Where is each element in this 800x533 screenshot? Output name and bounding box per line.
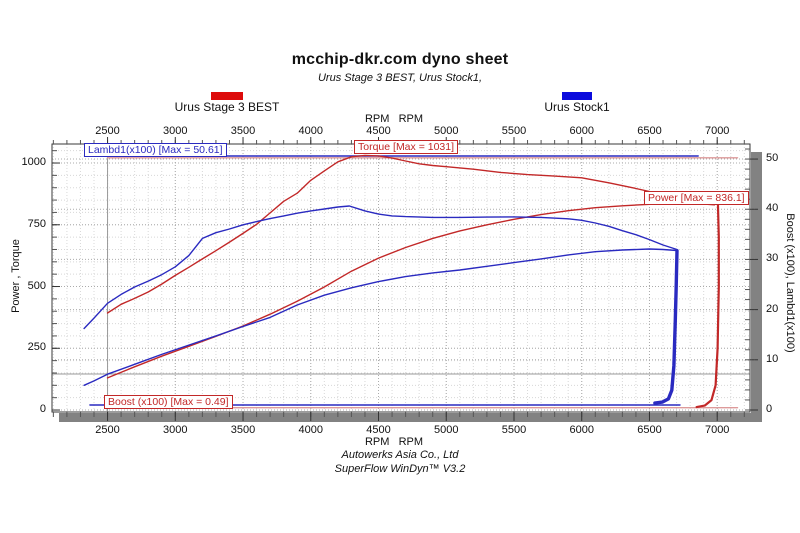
chart-shadow-right bbox=[751, 152, 762, 422]
annotation-lambda-max: Lambd1(x100) [Max = 50.61] bbox=[84, 143, 227, 157]
x-tick-label-bottom: 5000 bbox=[434, 424, 459, 436]
x-tick-label-bottom: 5500 bbox=[501, 424, 527, 436]
x-tick-label-top: 4000 bbox=[298, 125, 323, 137]
x-tick-label-bottom: 6000 bbox=[569, 424, 594, 436]
x-tick-label-bottom: 2500 bbox=[95, 424, 120, 436]
x-tick-label-top: 6500 bbox=[637, 125, 662, 137]
footer-company: Autowerks Asia Co., Ltd bbox=[341, 449, 459, 461]
legend-swatch-stage3 bbox=[211, 92, 243, 100]
y-right-tick-label: 20 bbox=[766, 302, 779, 315]
x-tick-label-top: 7000 bbox=[704, 125, 730, 137]
y-left-tick-label: 250 bbox=[27, 341, 46, 354]
series-power-stage3 bbox=[106, 202, 716, 379]
annotation-torque-max: Torque [Max = 1031] bbox=[354, 140, 459, 154]
axis-ticks bbox=[52, 137, 758, 421]
legend-label-stage3: Urus Stage 3 BEST bbox=[174, 100, 280, 114]
x-tick-label-top: 5000 bbox=[434, 125, 459, 137]
x-tick-label-top: 4500 bbox=[366, 125, 391, 137]
x-axis-unit-bottom: RPM RPM bbox=[364, 436, 424, 448]
page-subtitle: Urus Stage 3 BEST, Urus Stock1, bbox=[317, 72, 483, 84]
cursor-lines bbox=[52, 144, 750, 412]
series-run-end-stock bbox=[653, 248, 679, 405]
x-tick-label-top: 3500 bbox=[230, 125, 256, 137]
chart-shadow-bottom bbox=[59, 413, 762, 422]
y-right-axis-title: Boost (x100), Lambd1(x100) bbox=[784, 213, 796, 353]
y-left-tick-label: 500 bbox=[27, 279, 46, 292]
series-run-end-stage3 bbox=[695, 201, 720, 409]
y-left-tick-label: 750 bbox=[27, 217, 46, 230]
legend-label-stock1: Urus Stock1 bbox=[544, 100, 610, 114]
x-tick-label-bottom: 3500 bbox=[230, 424, 256, 436]
y-right-tick-label: 50 bbox=[766, 152, 779, 165]
annotation-power-max: Power [Max = 836.1] bbox=[644, 191, 749, 205]
legend-swatch-stock1 bbox=[562, 92, 592, 100]
page-title: mcchip-dkr.com dyno sheet bbox=[291, 51, 509, 68]
x-tick-label-top: 5500 bbox=[501, 125, 527, 137]
x-tick-label-bottom: 4500 bbox=[366, 424, 391, 436]
x-tick-label-top: 6000 bbox=[569, 125, 594, 137]
y-right-tick-label: 10 bbox=[766, 352, 779, 365]
series-torque-stock bbox=[83, 205, 678, 330]
x-axis-unit-top: RPM RPM bbox=[364, 113, 424, 125]
y-left-tick-label: 0 bbox=[39, 403, 46, 416]
x-tick-label-bottom: 6500 bbox=[637, 424, 662, 436]
x-tick-label-top: 3000 bbox=[163, 125, 188, 137]
dyno-chart bbox=[51, 137, 758, 421]
x-tick-label-bottom: 3000 bbox=[163, 424, 188, 436]
annotation-boost-max: Boost (x100) [Max = 0.49] bbox=[104, 395, 233, 409]
series-torque-stage3 bbox=[106, 154, 719, 314]
y-left-tick-label: 1000 bbox=[21, 156, 46, 169]
x-tick-label-top: 2500 bbox=[95, 125, 120, 137]
footer-software: SuperFlow WinDyn™ V3.2 bbox=[334, 463, 466, 475]
x-tick-label-bottom: 7000 bbox=[704, 424, 730, 436]
y-right-tick-label: 40 bbox=[766, 202, 779, 215]
y-right-tick-label: 0 bbox=[766, 402, 773, 415]
y-right-tick-label: 30 bbox=[766, 252, 779, 265]
grid-major bbox=[52, 144, 756, 412]
x-tick-label-bottom: 4000 bbox=[298, 424, 323, 436]
series-power-stock bbox=[83, 248, 678, 387]
